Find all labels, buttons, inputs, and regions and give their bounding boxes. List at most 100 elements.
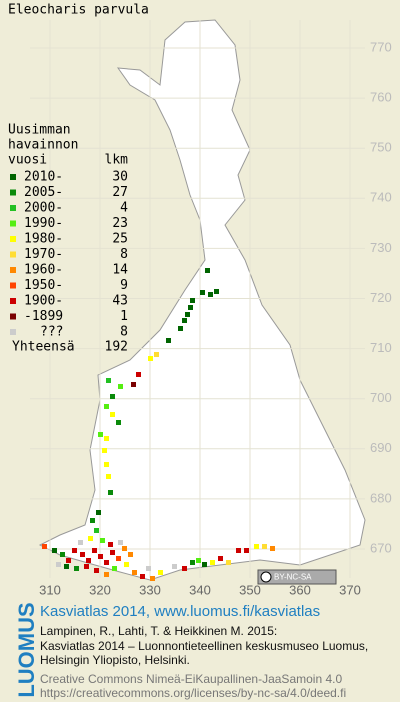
observation-square [124, 562, 129, 567]
legend-swatch [10, 329, 16, 335]
observation-square [96, 510, 101, 515]
legend-label: 2000- [24, 201, 63, 216]
legend-swatch [10, 313, 16, 320]
observation-square [154, 352, 159, 357]
title: Eleocharis parvula [8, 3, 149, 18]
legend-label: 2005- [24, 185, 63, 200]
observation-square [94, 568, 99, 573]
x-label: 350 [239, 582, 261, 597]
observation-square [118, 540, 123, 545]
citation: Lampinen, R., Lahti, T. & Heikkinen M. 2… [40, 624, 277, 638]
observation-square [116, 420, 121, 425]
badge-box [257, 569, 337, 585]
observation-square [98, 432, 103, 437]
grid: 310 320 330 340 350 360 370 770 760 750 740 730 720 7… [30, 20, 392, 597]
license-badge: BY-NC-SA [257, 569, 337, 585]
observation-square [110, 394, 115, 399]
observation-square [196, 558, 201, 563]
legend-swatch [10, 282, 16, 289]
legend-swatch [10, 220, 16, 227]
observation-square [108, 542, 113, 547]
observation-square [104, 560, 109, 565]
citation: Helsingin Yliopisto, Helsinki. [40, 653, 190, 667]
y-label: 670 [370, 540, 392, 555]
observation-square [185, 312, 190, 317]
legend-count: 14 [112, 263, 128, 278]
legend-count: 27 [112, 185, 128, 200]
x-label: 330 [139, 582, 161, 597]
legend-count-heading: lkm [105, 153, 129, 168]
observation-square [208, 292, 213, 297]
observation-square [104, 404, 109, 409]
legend-count: 9 [120, 278, 128, 293]
badge-text: BY-NC-SA [274, 573, 312, 582]
observation-square [72, 548, 77, 553]
observation-square [112, 566, 117, 571]
legend-count: 43 [112, 294, 128, 309]
observation-square [205, 268, 210, 273]
finland [38, 19, 366, 581]
legend-count: 8 [120, 325, 128, 340]
legend-swatch [10, 267, 16, 273]
observation-square [202, 562, 207, 567]
observation-square [42, 544, 47, 549]
x-label: 340 [189, 582, 211, 597]
observation-square [218, 556, 223, 561]
observation-square [106, 378, 111, 383]
observation-square [262, 544, 267, 549]
observation-square [146, 566, 151, 571]
observation-square [226, 560, 231, 565]
y-label: 770 [370, 39, 392, 54]
observation-square [94, 528, 99, 533]
observation-square [136, 372, 141, 377]
observation-square [214, 289, 219, 294]
legend-swatch [10, 251, 16, 258]
legend-label: 2010- [24, 170, 63, 185]
observation-square [110, 550, 115, 555]
legend-swatch [10, 298, 16, 304]
observation-square [102, 448, 107, 453]
observation-square [150, 576, 155, 581]
observation-square [110, 412, 115, 417]
legend-heading: vuosi [8, 153, 47, 168]
observation-square [188, 305, 193, 310]
y-label: 690 [370, 440, 392, 455]
observation-square [84, 564, 89, 569]
observation-square [66, 558, 71, 563]
license[interactable]: https://creativecommons.org/licenses/by-… [40, 686, 346, 700]
observation-square [122, 546, 127, 551]
observation-square [100, 538, 105, 543]
observation-square [244, 548, 249, 553]
observation-square [158, 570, 163, 575]
y-label: 720 [370, 290, 392, 305]
observation-square [190, 560, 195, 565]
observation-square [148, 356, 153, 361]
observation-square [74, 566, 79, 571]
observation-square [182, 318, 187, 323]
legend-label: 1970- [24, 247, 63, 262]
legend-count: 4 [120, 201, 128, 216]
x-label: 320 [89, 582, 111, 597]
footer-link[interactable]: Kasviatlas 2014, www.luomus.fi/kasviatla… [40, 603, 320, 620]
legend-heading: havainnon [8, 138, 78, 153]
legend-label: 1900- [24, 294, 63, 309]
y-label: 710 [370, 340, 392, 355]
y-label: 750 [370, 140, 392, 155]
legend-count: 8 [120, 247, 128, 262]
legend-label: 1990- [24, 216, 63, 231]
observation-square [106, 474, 111, 479]
legend-label: ??? [40, 325, 63, 340]
observation-square [200, 290, 205, 295]
legend-label: 1950- [24, 278, 63, 293]
observations [42, 268, 275, 581]
legend-count: 30 [112, 170, 128, 185]
legend-label: 1960- [24, 263, 63, 278]
observation-square [128, 552, 133, 557]
observation-square [98, 554, 103, 559]
observation-square [60, 552, 65, 557]
observation-square [52, 548, 57, 553]
logo: LUOMUS [14, 602, 39, 697]
